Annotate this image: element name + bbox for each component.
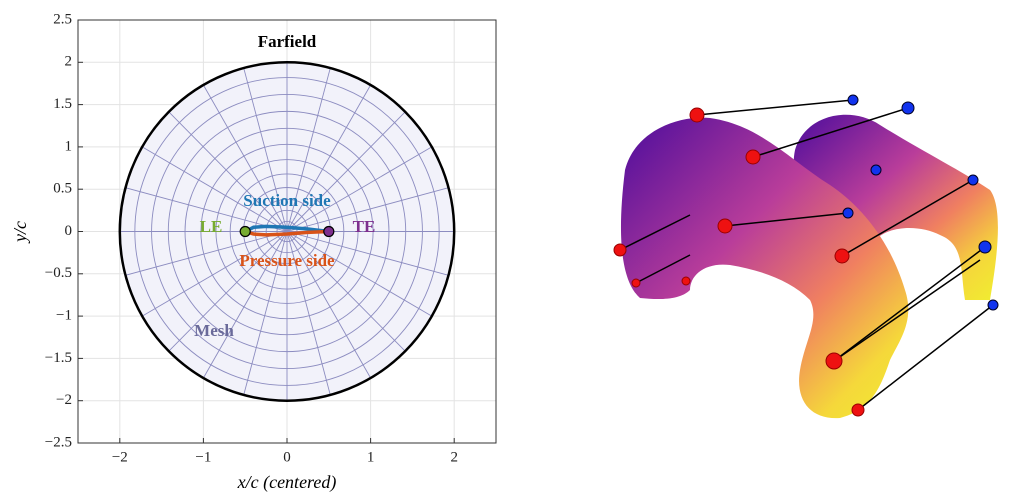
y-tick-label: 2 (65, 54, 73, 70)
series-label: Pressure side (239, 251, 335, 270)
airfoil-point (324, 227, 334, 237)
x-tick-label: −2 (112, 449, 128, 465)
y-tick-label: 1 (65, 138, 73, 154)
series-label: Suction side (243, 191, 331, 210)
point-label: LE (200, 217, 223, 236)
x-tick-label: 1 (367, 449, 375, 465)
y-tick-label: −0.5 (45, 265, 72, 281)
y-tick-label: −1 (56, 308, 72, 324)
figure: −2 −1 0 1 2 −2.5 −2 −1.5 −1 −0.5 0 0.5 1 1.5 2 2.5 Farfi… (0, 0, 1012, 495)
y-tick-label: 0 (65, 223, 73, 239)
y-tick-label: −1.5 (45, 350, 72, 366)
x-tick-label: 0 (283, 449, 291, 465)
y-tick-label: 0.5 (53, 181, 72, 197)
x-axis-label: x/c (centered) (237, 472, 337, 493)
plot-area: −2 −1 0 1 2 −2.5 −2 −1.5 −1 −0.5 0 0.5 1 1.5 2 2.5 Farfi… (10, 11, 496, 493)
mesh-label: Mesh (194, 321, 234, 340)
y-tick-label: −2 (56, 392, 72, 408)
y-axis-label: y/c (10, 221, 30, 244)
y-tick-label: 2.5 (53, 11, 72, 27)
airfoil-point (240, 227, 250, 237)
y-tick-label: −2.5 (45, 434, 72, 450)
x-tick-label: −1 (195, 449, 211, 465)
3d-render (614, 95, 998, 418)
point-label: TE (353, 217, 376, 236)
farfield-label: Farfield (258, 32, 317, 51)
y-tick-label: 1.5 (53, 96, 72, 112)
x-tick-label: 2 (450, 449, 458, 465)
